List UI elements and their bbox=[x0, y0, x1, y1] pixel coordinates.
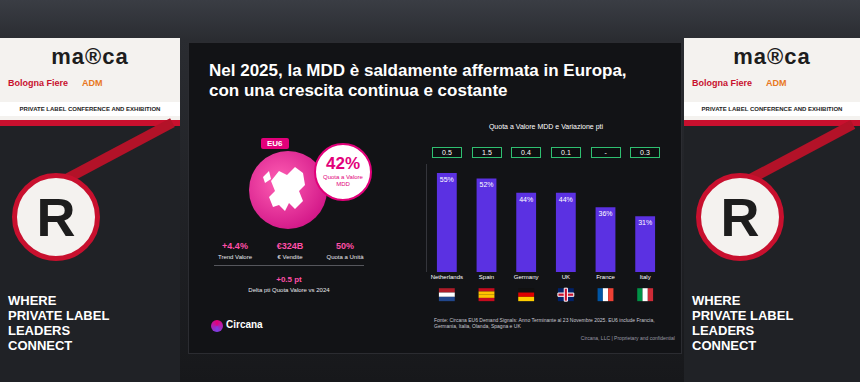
svg-text:52%: 52% bbox=[479, 181, 493, 188]
svg-text:0.4: 0.4 bbox=[521, 149, 531, 156]
html-text:R: R bbox=[720, 187, 760, 247]
svg-text:Germany: Germany bbox=[514, 274, 539, 280]
html-text:Trend Valore: Trend Valore bbox=[218, 254, 252, 260]
html-text:R: R bbox=[36, 187, 76, 247]
html-text:ADM: ADM bbox=[82, 78, 103, 88]
html-text:50%: 50% bbox=[336, 241, 354, 251]
html-text:+0.5 pt: +0.5 pt bbox=[276, 275, 302, 284]
html-text:€ Vendite: € Vendite bbox=[277, 254, 303, 260]
html-text:EU6: EU6 bbox=[267, 139, 283, 148]
html-text:WHERE: WHERE bbox=[8, 293, 57, 308]
svg-text:UK: UK bbox=[562, 274, 570, 280]
html-text:LEADERS: LEADERS bbox=[8, 323, 71, 338]
svg-text:Italy: Italy bbox=[640, 274, 651, 280]
html-text:CONNECT: CONNECT bbox=[8, 338, 73, 353]
svg-text:-: - bbox=[605, 149, 608, 156]
html-text:42%: 42% bbox=[326, 154, 360, 173]
html-text:con una crescita continua e co: con una crescita continua e costante bbox=[209, 81, 508, 100]
svg-text:31%: 31% bbox=[638, 219, 652, 226]
html-text:ADM: ADM bbox=[766, 78, 787, 88]
html-text:LEADERS: LEADERS bbox=[692, 323, 755, 338]
svg-text:Netherlands: Netherlands bbox=[431, 274, 463, 280]
html-text:Circana: Circana bbox=[226, 319, 263, 330]
svg-text:44%: 44% bbox=[519, 196, 533, 203]
svg-text:0.3: 0.3 bbox=[640, 149, 650, 156]
html-text:CONNECT: CONNECT bbox=[692, 338, 757, 353]
html-text:PRIVATE LABEL: PRIVATE LABEL bbox=[8, 308, 110, 323]
svg-text:55%: 55% bbox=[440, 176, 454, 183]
svg-text:44%: 44% bbox=[559, 196, 573, 203]
html-text:Quota a Valore MDD: Quota a Valore MDD bbox=[323, 174, 363, 187]
svg-text:France: France bbox=[596, 274, 615, 280]
html-text:Bologna Fiere: Bologna Fiere bbox=[8, 78, 68, 88]
html-text:ma®ca: ma®ca bbox=[733, 44, 811, 69]
html-text:ma®ca: ma®ca bbox=[51, 44, 129, 69]
html-text:PRIVATE LABEL: PRIVATE LABEL bbox=[692, 308, 794, 323]
svg-text:0.5: 0.5 bbox=[442, 149, 452, 156]
html-text:Nel 2025, la MDD è saldamente: Nel 2025, la MDD è saldamente affermata … bbox=[209, 61, 627, 80]
svg-text:0.1: 0.1 bbox=[561, 149, 571, 156]
html-text:Bologna Fiere: Bologna Fiere bbox=[692, 78, 752, 88]
html-text:+4.4%: +4.4% bbox=[222, 241, 248, 251]
svg-text:1.5: 1.5 bbox=[482, 149, 492, 156]
html-text:Quota a Unità: Quota a Unità bbox=[326, 254, 364, 260]
svg-text:Spain: Spain bbox=[479, 274, 494, 280]
html-text:PRIVATE LABEL CONFERENCE AND E: PRIVATE LABEL CONFERENCE AND EXHIBITION bbox=[19, 106, 161, 112]
html-text:Circana, LLC | Proprietary and: Circana, LLC | Proprietary and confident… bbox=[580, 335, 675, 341]
html-text:Delta pti Quota Valore vs 2024: Delta pti Quota Valore vs 2024 bbox=[248, 287, 330, 293]
html-text:Fonte: Circana EU6 Demand Sign: Fonte: Circana EU6 Demand Signals: Anno … bbox=[434, 317, 655, 329]
svg-text:36%: 36% bbox=[598, 210, 612, 217]
html-text:PRIVATE LABEL CONFERENCE AND E: PRIVATE LABEL CONFERENCE AND EXHIBITION bbox=[701, 106, 843, 112]
html-text:WHERE: WHERE bbox=[692, 293, 741, 308]
html-text:€324B: €324B bbox=[276, 241, 304, 251]
svg-text:Quota a Valore MDD e Variazion: Quota a Valore MDD e Variazione pti bbox=[489, 123, 604, 131]
